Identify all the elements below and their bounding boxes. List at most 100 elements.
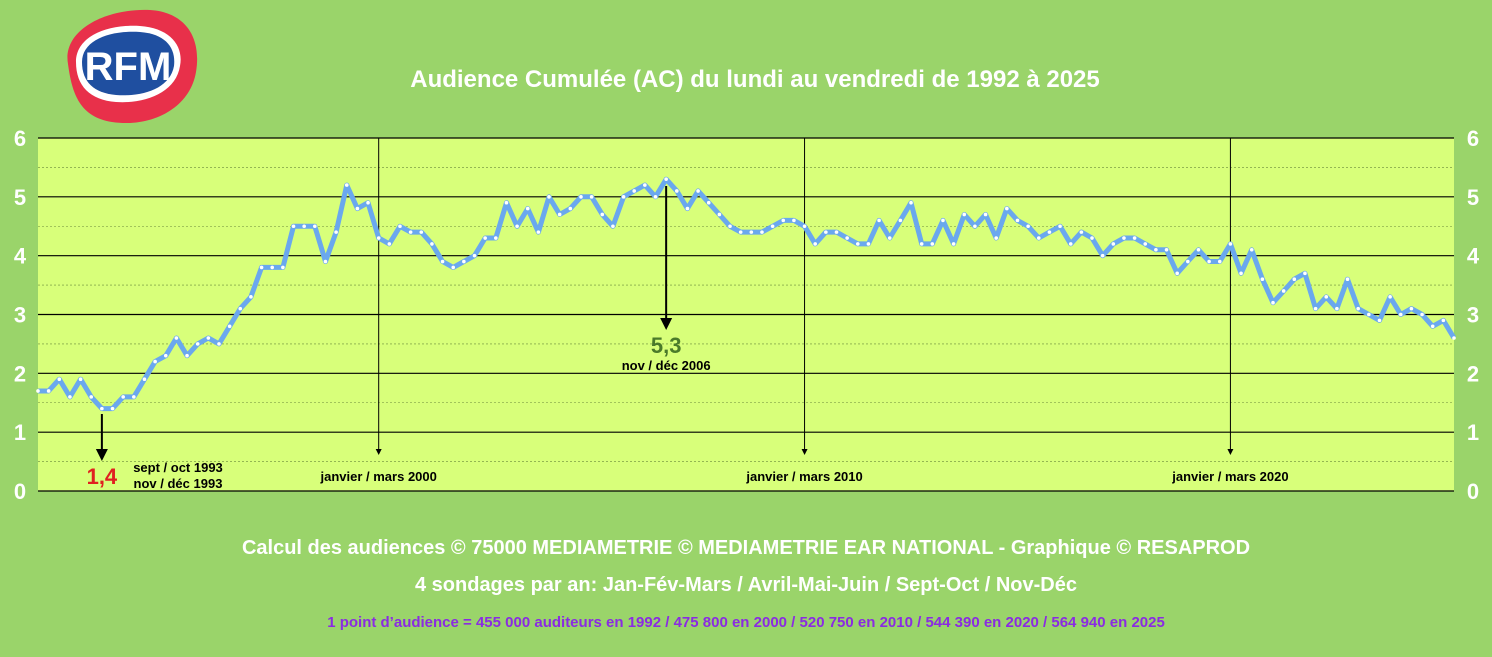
data-point <box>568 206 573 211</box>
data-point <box>1420 312 1424 317</box>
data-point <box>387 242 392 246</box>
data-point <box>685 206 690 211</box>
data-point <box>1388 295 1392 299</box>
data-point <box>440 259 445 264</box>
marker-label: janvier / mars 2000 <box>320 469 437 484</box>
data-point <box>664 177 668 181</box>
y-axis-left: 0 1 2 3 4 5 6 <box>14 126 27 504</box>
data-point <box>259 265 264 270</box>
data-point <box>802 224 807 229</box>
data-point <box>898 218 903 223</box>
data-point <box>643 183 647 187</box>
data-point <box>728 224 732 229</box>
data-point <box>57 377 62 382</box>
data-point <box>1090 236 1094 240</box>
chart-title: Audience Cumulée (AC) du lundi au vendre… <box>410 66 1100 93</box>
rfm-logo: RFM <box>67 9 198 124</box>
data-point <box>1430 324 1435 329</box>
credits-text: Calcul des audiences © 75000 MEDIAMETRIE… <box>241 537 1251 559</box>
data-point <box>1345 277 1350 282</box>
data-point <box>376 236 381 240</box>
data-point <box>1196 247 1201 252</box>
data-point <box>1132 236 1137 240</box>
data-point <box>100 406 104 411</box>
data-point <box>621 195 626 199</box>
marker-arrow <box>1227 449 1234 455</box>
data-point <box>717 212 722 217</box>
data-point <box>781 218 786 223</box>
data-point <box>302 224 306 229</box>
data-point <box>494 236 498 240</box>
data-point <box>68 395 72 399</box>
data-point <box>738 230 743 234</box>
data-point <box>770 224 775 229</box>
data-point <box>1100 253 1105 258</box>
data-point <box>1175 271 1179 276</box>
data-point <box>1452 336 1456 340</box>
data-point <box>1122 236 1126 240</box>
y-tick-label: 1 <box>14 420 26 445</box>
y-tick-label: 3 <box>14 303 26 328</box>
data-point <box>611 224 615 229</box>
data-point <box>462 259 466 264</box>
data-point <box>163 353 168 358</box>
data-point <box>313 224 317 229</box>
data-point <box>472 253 477 258</box>
data-point <box>132 395 136 399</box>
data-point <box>419 230 424 234</box>
data-point <box>1068 242 1073 246</box>
data-point <box>1079 230 1084 234</box>
data-point <box>1228 242 1233 246</box>
y-tick-label: 0 <box>14 479 26 504</box>
data-point <box>1036 236 1041 240</box>
data-point <box>536 230 541 234</box>
max-value-label: 5,3 <box>651 333 682 358</box>
data-point <box>483 236 487 240</box>
series-line <box>36 176 1457 412</box>
data-point <box>1324 295 1329 299</box>
y-tick-label: 1 <box>1467 420 1479 445</box>
data-point <box>430 242 434 246</box>
data-point <box>632 189 637 193</box>
data-point <box>121 395 125 399</box>
data-point <box>344 183 349 187</box>
data-point <box>983 212 988 217</box>
data-point <box>451 265 456 270</box>
data-point <box>792 218 796 223</box>
data-point <box>579 195 583 199</box>
data-point <box>600 212 605 217</box>
marker-arrow <box>801 449 808 455</box>
data-point <box>355 206 360 211</box>
data-point <box>1058 224 1062 229</box>
period-markers: janvier / mars 2000 janvier / mars 2010 ja… <box>320 138 1289 484</box>
data-point <box>1111 242 1116 246</box>
data-point <box>398 224 402 229</box>
data-point <box>653 195 658 199</box>
data-point <box>589 195 594 199</box>
data-point <box>110 406 115 411</box>
data-point <box>1335 306 1339 311</box>
data-point <box>866 242 871 246</box>
y-tick-label: 4 <box>14 244 27 269</box>
data-point <box>696 189 700 193</box>
data-point <box>206 336 211 340</box>
y-tick-label: 4 <box>1467 244 1480 269</box>
data-point <box>1356 306 1360 311</box>
min-value-label: 1,4 <box>87 464 118 489</box>
data-point <box>78 377 83 382</box>
data-point <box>1154 247 1158 252</box>
data-point <box>855 242 860 246</box>
data-point <box>238 306 243 311</box>
data-point <box>46 389 51 393</box>
data-point <box>973 224 977 229</box>
data-point <box>951 242 956 246</box>
data-point <box>1143 242 1148 246</box>
y-tick-label: 5 <box>1467 185 1479 210</box>
data-point <box>174 336 179 340</box>
data-point <box>1409 306 1414 311</box>
data-point <box>845 236 849 240</box>
data-point <box>1398 312 1403 317</box>
data-point <box>217 342 221 346</box>
data-point <box>1015 218 1020 223</box>
